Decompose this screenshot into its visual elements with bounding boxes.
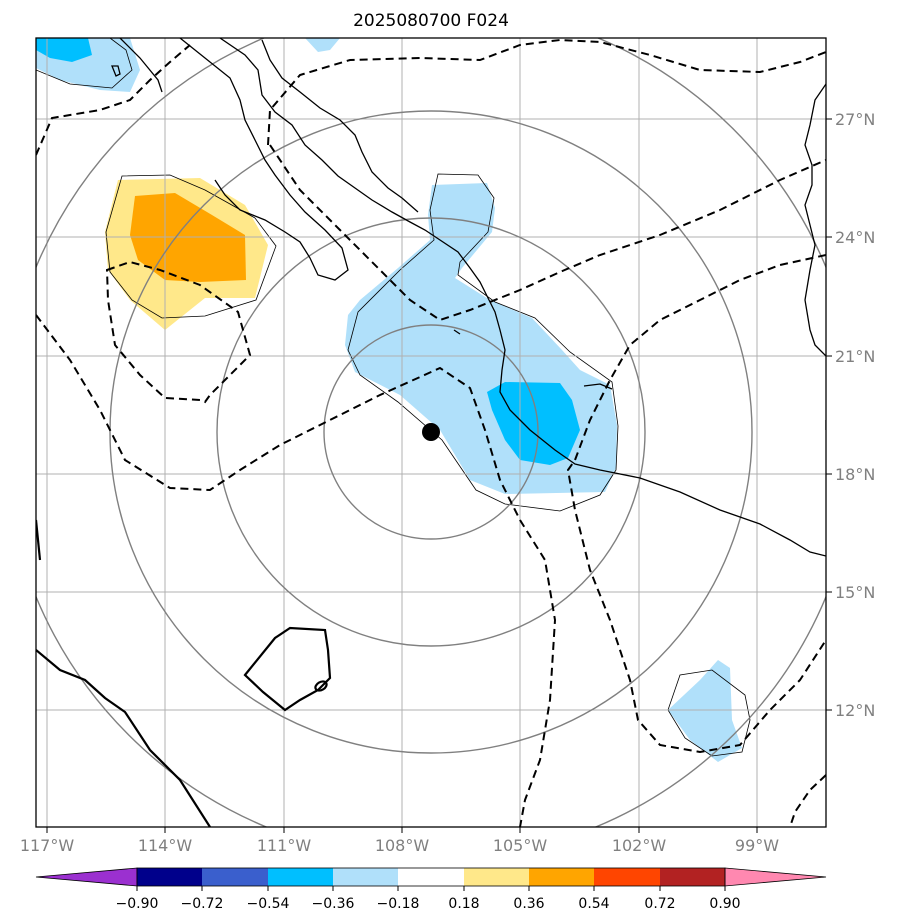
colorbar: −0.90 −0.72 −0.54 −0.36 −0.18 0.18 0.36 … <box>35 867 827 912</box>
lat-axis: 12°N 15°N 18°N 21°N 24°N 27°N <box>826 110 875 720</box>
lon-axis: 117°W 114°W 111°W 108°W 105°W 102°W 99°W <box>20 827 779 855</box>
lat-tick-label: 18°N <box>835 465 875 484</box>
graticule <box>36 38 826 827</box>
shading-layer <box>36 38 742 762</box>
colorbar-segment <box>268 868 334 886</box>
islas-marias <box>453 329 613 390</box>
mainland-coast-north <box>261 39 419 213</box>
shade-light-blue-central <box>345 183 617 494</box>
colorbar-tick-label: −0.18 <box>377 896 420 912</box>
lat-tick-label: 24°N <box>835 228 875 247</box>
small-island <box>111 65 121 77</box>
colorbar-segment <box>398 868 464 886</box>
range-rings <box>36 38 826 827</box>
map-title: 2025080700 F024 <box>353 11 509 31</box>
colorbar-extend-high <box>724 867 827 887</box>
dashed-contours <box>36 38 826 827</box>
colorbar-segment <box>660 868 726 886</box>
lon-tick-label: 117°W <box>20 836 75 855</box>
coastlines <box>111 38 826 557</box>
colorbar-segment <box>137 868 203 886</box>
gulf-of-mexico-coast <box>804 83 826 357</box>
map-area <box>36 38 826 827</box>
lat-tick-label: 12°N <box>835 701 875 720</box>
lat-tick-label: 27°N <box>835 110 875 129</box>
lon-tick-label: 105°W <box>493 836 548 855</box>
colorbar-segment <box>529 868 595 886</box>
colorbar-segment <box>464 868 530 886</box>
colorbar-tick-label: 0.36 <box>513 896 544 912</box>
lon-tick-label: 99°W <box>735 836 779 855</box>
map-frame <box>35 37 827 828</box>
lon-tick-label: 102°W <box>612 836 667 855</box>
colorbar-segment <box>202 868 268 886</box>
lat-tick-label: 21°N <box>835 347 875 366</box>
colorbar-tick-label: 0.90 <box>709 896 740 912</box>
lon-tick-label: 108°W <box>375 836 430 855</box>
colorbar-tick-label: −0.72 <box>181 896 224 912</box>
shade-light-blue-se <box>668 660 742 762</box>
colorbar-extend-low <box>35 867 138 887</box>
lon-tick-label: 111°W <box>257 836 312 855</box>
baja-peninsula-coast <box>119 38 349 281</box>
colorbar-segment <box>333 868 399 886</box>
gulf-east-coast <box>219 38 826 557</box>
solid-contour <box>36 519 332 827</box>
storm-center-marker <box>422 423 440 441</box>
shade-blue-nw <box>36 38 92 62</box>
shading-outlines <box>36 38 751 757</box>
lon-tick-label: 114°W <box>138 836 193 855</box>
colorbar-tick-label: −0.54 <box>247 896 290 912</box>
colorbar-tick-label: 0.18 <box>448 896 479 912</box>
lat-tick-label: 15°N <box>835 583 875 602</box>
colorbar-tick-label: 0.54 <box>578 896 609 912</box>
colorbar-tick-label: 0.72 <box>644 896 675 912</box>
colorbar-tick-label: −0.90 <box>116 896 159 912</box>
colorbar-segment <box>594 868 660 886</box>
shade-light-blue-top <box>305 38 340 52</box>
shade-blue-central <box>487 382 580 465</box>
colorbar-tick-label: −0.36 <box>312 896 355 912</box>
